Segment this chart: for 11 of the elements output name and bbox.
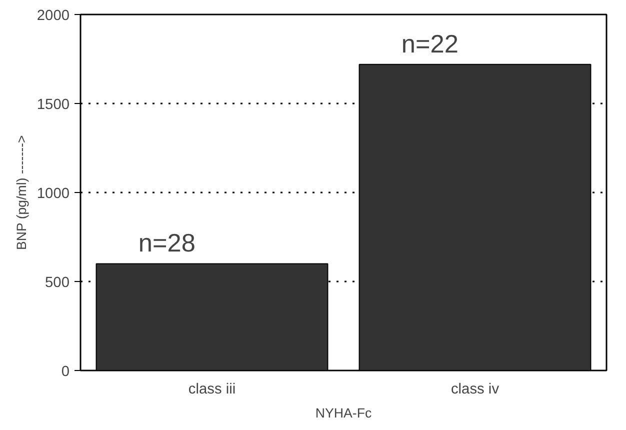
y-tick-label: 1000 bbox=[36, 186, 70, 202]
y-tick-label: 0 bbox=[61, 364, 70, 380]
x-axis-title: NYHA-Fc bbox=[315, 406, 372, 420]
annotation: n=28 bbox=[138, 230, 196, 258]
y-tick-label: 500 bbox=[45, 275, 70, 291]
y-axis-title: BNP (pg/ml) -------> bbox=[14, 134, 29, 250]
x-tick-label: class iii bbox=[188, 382, 236, 398]
x-tick-label: class iv bbox=[450, 382, 500, 398]
annotation: n=22 bbox=[401, 30, 458, 58]
y-tick-label: 1500 bbox=[36, 97, 70, 113]
y-tick-label: 2000 bbox=[36, 8, 70, 24]
